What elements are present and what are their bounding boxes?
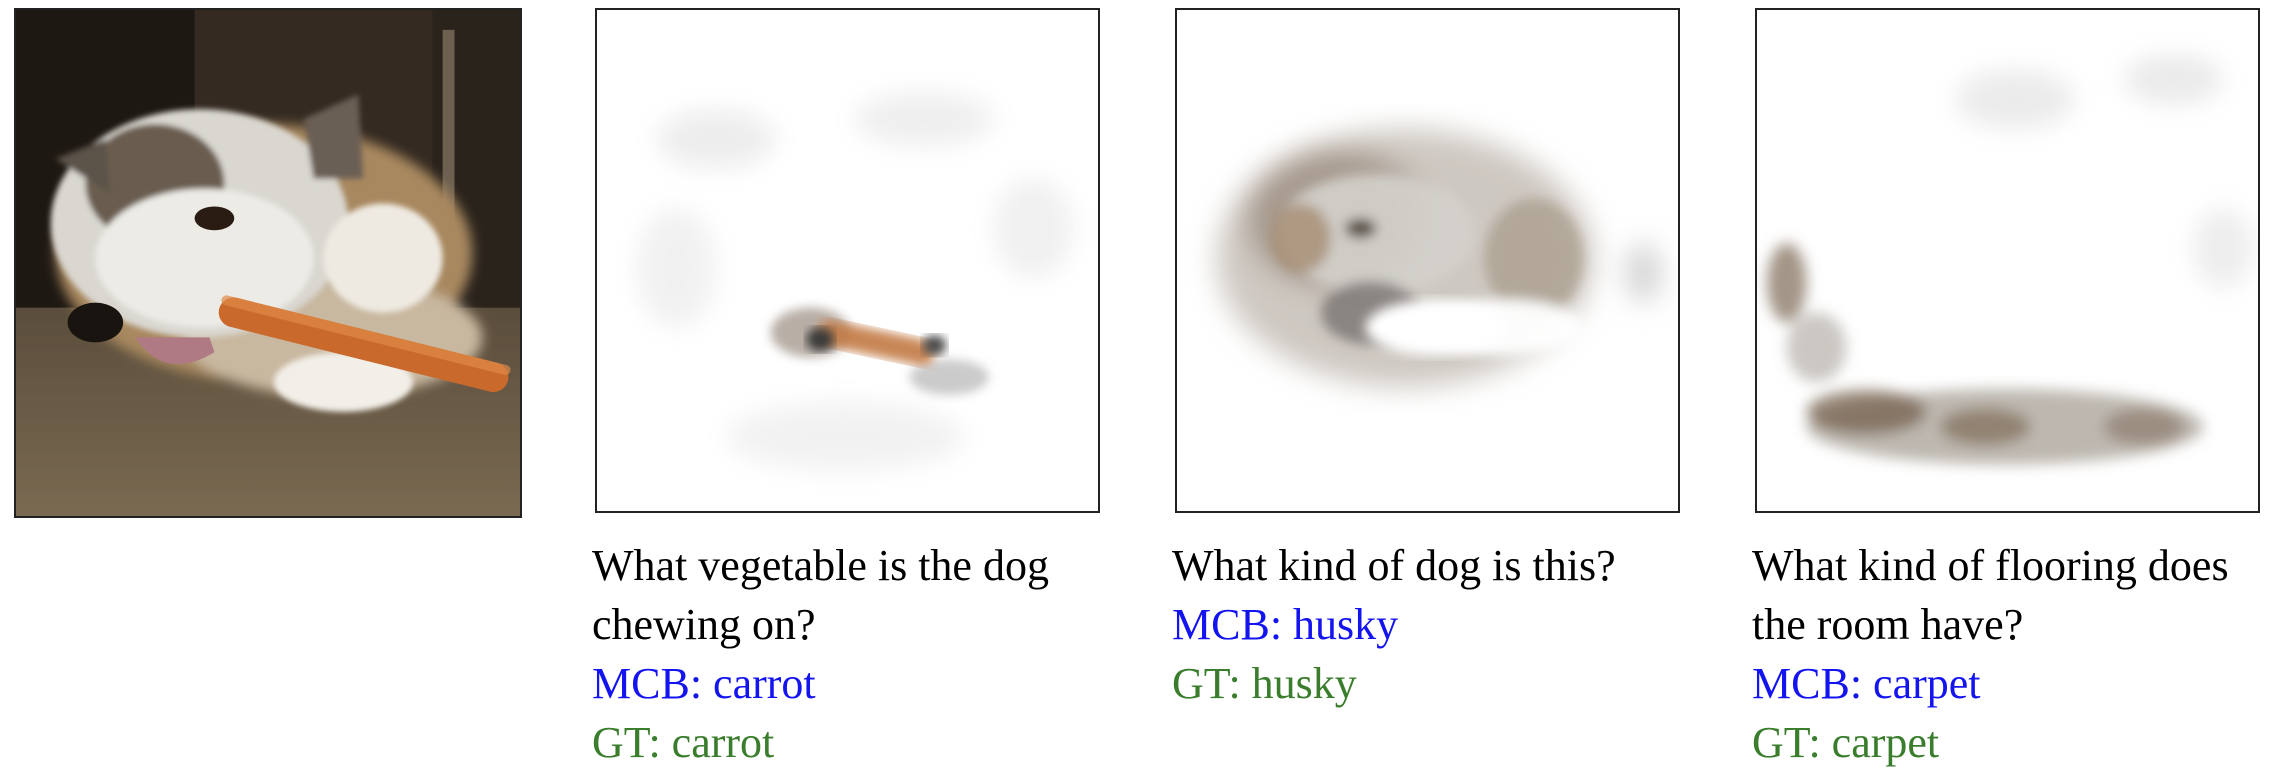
attention-map-flooring-illustration xyxy=(1766,54,2254,465)
question-line: What kind of flooring does xyxy=(1752,541,2229,590)
caption-panel-2: What kind of dog is this? MCB: husky GT:… xyxy=(1172,536,1732,713)
question-line: chewing on? xyxy=(592,600,816,649)
mcb-answer: MCB: husky xyxy=(1172,600,1399,649)
caption-panel-1: What vegetable is the dog chewing on? MC… xyxy=(592,536,1152,772)
attention-map-husky-illustration xyxy=(1216,129,1662,387)
attention-map-3 xyxy=(1755,8,2260,513)
gt-answer: GT: carrot xyxy=(592,718,775,767)
original-photo xyxy=(14,8,522,518)
question-line: What kind of dog is this? xyxy=(1172,541,1616,590)
question-line: What vegetable is the dog xyxy=(592,541,1049,590)
question-line: the room have? xyxy=(1752,600,2024,649)
gt-answer: GT: husky xyxy=(1172,659,1357,708)
attention-map-carrot-illustration xyxy=(636,91,1074,472)
husky-photo-illustration xyxy=(16,10,520,516)
gt-answer: GT: carpet xyxy=(1752,718,1940,767)
mcb-answer: MCB: carrot xyxy=(592,659,816,708)
caption-panel-3: What kind of flooring does the room have… xyxy=(1752,536,2280,772)
attention-map-2 xyxy=(1175,8,1680,513)
mcb-answer: MCB: carpet xyxy=(1752,659,1981,708)
attention-map-1 xyxy=(595,8,1100,513)
